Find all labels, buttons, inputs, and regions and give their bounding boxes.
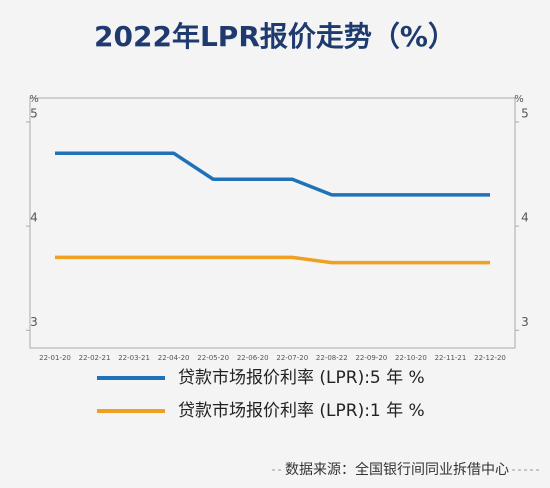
y2-tick-label: 3: [521, 315, 529, 329]
x-tick-label: 22-03-21: [118, 354, 150, 362]
y2-tick-label: 4: [521, 211, 529, 225]
x-tick-label: 22-06-20: [237, 354, 269, 362]
x-tick-label: 22-01-20: [39, 354, 71, 362]
y-unit-right: %: [514, 94, 524, 105]
chart-title: 2022年LPR报价走势（%）: [94, 20, 456, 53]
x-tick-label: 22-08-22: [316, 354, 348, 362]
x-tick-label: 22-02-21: [79, 354, 111, 362]
series-line: [55, 255, 490, 265]
x-tick-label: 22-09-20: [355, 354, 387, 362]
legend-label: 贷款市场报价利率 (LPR):5 年 %: [178, 368, 425, 388]
x-tick-label: 22-11-21: [435, 354, 467, 362]
x-tick-label: 22-05-20: [197, 354, 229, 362]
y-tick-label: 4: [30, 211, 38, 225]
x-tick-label: 22-10-20: [395, 354, 427, 362]
y2-tick-label: 5: [521, 106, 529, 120]
series-line: [55, 151, 490, 197]
source-note: 数据来源：全国银行间同业拆借中心: [285, 461, 509, 478]
legend-label: 贷款市场报价利率 (LPR):1 年 %: [178, 401, 425, 421]
x-tick-label: 22-12-20: [474, 354, 506, 362]
y-unit-left: %: [29, 94, 39, 105]
y-tick-label: 5: [30, 106, 38, 120]
plot-frame: [29, 97, 516, 349]
x-tick-label: 22-07-20: [276, 354, 308, 362]
x-tick-label: 22-04-20: [158, 354, 190, 362]
y-tick-label: 3: [30, 315, 38, 329]
